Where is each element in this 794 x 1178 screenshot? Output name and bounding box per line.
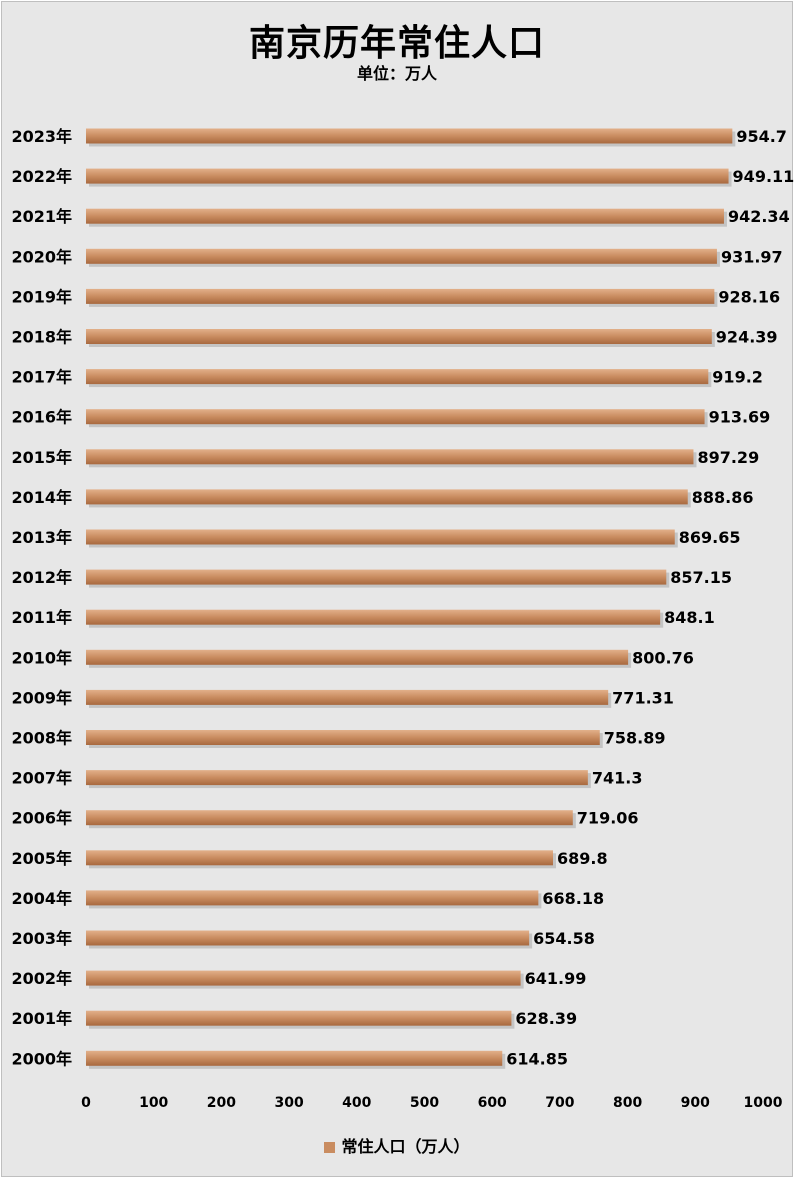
data-label: 800.76 [632,648,694,667]
data-label: 741.3 [592,769,643,788]
category-label: 2009年 [11,688,72,707]
x-tick-label: 100 [139,1095,168,1111]
legend-label: 常住人口（万人） [341,1137,470,1156]
bar [86,569,667,585]
data-label: 888.86 [692,488,754,507]
bar [86,649,629,665]
category-label: 2019年 [11,287,72,306]
data-label: 869.65 [679,528,741,547]
bar [86,128,733,144]
bar [86,208,724,224]
category-label: 2001年 [11,1009,72,1028]
data-label: 913.69 [709,408,771,427]
data-label: 668.18 [542,889,604,908]
data-label: 848.1 [664,608,715,627]
bar [86,329,712,344]
bar [86,850,553,866]
x-tick-label: 200 [207,1095,236,1111]
bar [86,930,530,946]
bar [86,970,521,986]
category-label: 2021年 [11,207,72,226]
category-label: 2018年 [11,328,72,347]
bar [86,529,675,545]
x-tick-label: 900 [681,1095,710,1111]
x-tick-label: 400 [342,1095,371,1111]
category-label: 2006年 [11,809,72,828]
category-label: 2005年 [11,849,72,868]
data-label: 954.7 [736,127,787,146]
bar [86,689,609,705]
bar [86,1010,512,1026]
category-label: 2016年 [11,408,72,427]
data-label: 949.11 [733,167,794,186]
bar [86,369,709,385]
x-tick-label: 700 [545,1095,574,1111]
data-label: 924.39 [716,328,778,347]
bar [86,489,688,505]
bar [86,449,694,465]
category-label: 2012年 [11,568,72,587]
data-label: 942.34 [728,207,790,226]
bar [86,770,588,786]
x-tick-label: 1000 [744,1095,783,1111]
x-tick-label: 800 [613,1095,642,1111]
data-label: 654.58 [533,929,595,948]
chart-legend: 常住人口（万人） [0,1133,794,1157]
category-label: 2022年 [11,167,72,186]
bar [86,168,729,184]
category-label: 2013年 [11,528,72,547]
data-label: 689.8 [557,849,608,868]
bar [86,890,539,906]
x-tick-label: 0 [81,1095,91,1111]
category-label: 2008年 [11,729,72,748]
category-label: 2017年 [11,368,72,387]
data-label: 897.29 [697,448,759,467]
category-label: 2007年 [11,769,72,788]
category-label: 2011年 [11,608,72,627]
data-label: 857.15 [670,568,732,587]
category-label: 2015年 [11,448,72,467]
chart-subtitle: 单位：万人 [356,64,437,83]
category-label: 2020年 [11,247,72,266]
x-tick-label: 600 [478,1095,507,1111]
category-label: 2002年 [11,969,72,988]
bar [86,609,661,625]
data-label: 758.89 [604,729,666,748]
category-label: 2023年 [11,127,72,146]
category-label: 2004年 [11,889,72,908]
data-label: 628.39 [515,1009,577,1028]
legend-swatch [324,1142,336,1153]
data-label: 771.31 [612,688,674,707]
category-label: 2010年 [11,648,72,667]
bar [86,810,573,826]
category-label: 2014年 [11,488,72,507]
data-label: 919.2 [712,368,763,387]
data-label: 719.06 [577,809,639,828]
bar [86,248,717,264]
data-label: 641.99 [525,969,587,988]
chart-title: 南京历年常住人口 [248,23,545,64]
data-label: 931.97 [721,247,783,266]
x-tick-label: 500 [410,1095,439,1111]
bar [86,1050,503,1066]
data-label: 614.85 [506,1049,568,1068]
data-label: 928.16 [718,287,780,306]
bar [86,288,715,304]
bar [86,730,600,745]
category-label: 2000年 [11,1049,72,1068]
bar [86,409,705,425]
category-label: 2003年 [11,929,72,948]
x-tick-label: 300 [274,1095,303,1111]
